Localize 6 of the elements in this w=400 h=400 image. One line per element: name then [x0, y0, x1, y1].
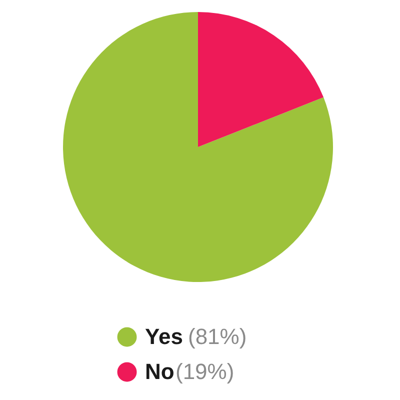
legend-label: No — [145, 359, 174, 384]
pie-slice — [198, 12, 324, 147]
legend-label: Yes — [145, 324, 183, 349]
pie-slice — [63, 12, 333, 282]
data-label: (81%) — [188, 324, 247, 349]
data-label: (19%) — [176, 359, 234, 384]
